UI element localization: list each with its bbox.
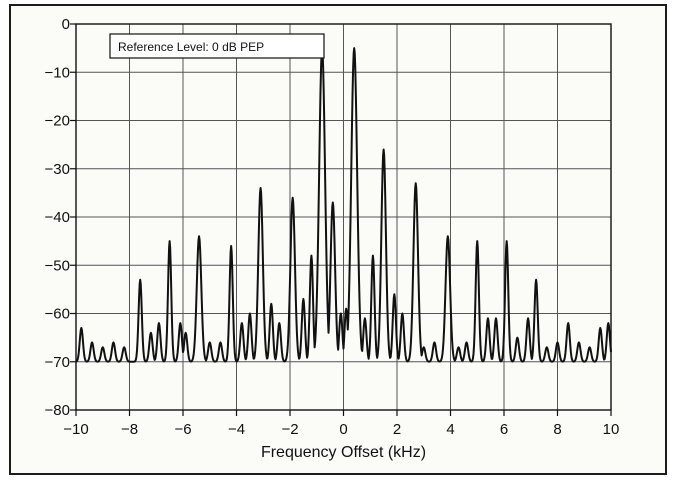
y-axis-ticks: 0 −10 −20 −30 −40 −50 −60 −70 −80 (45, 16, 76, 419)
x-tick-label: −6 (174, 421, 191, 438)
y-tick-label: −70 (45, 354, 70, 371)
y-tick-label: −80 (45, 402, 70, 419)
reference-level-label: Reference Level: 0 dB PEP (118, 40, 264, 54)
x-tick-label: −10 (63, 421, 88, 438)
y-tick-label: 0 (62, 16, 70, 33)
reference-level-box: Reference Level: 0 dB PEP (109, 33, 325, 59)
x-tick-label: 0 (339, 421, 347, 438)
y-tick-label: −50 (45, 257, 70, 274)
x-tick-label: 2 (393, 421, 401, 438)
x-axis-title: Frequency Offset (kHz) (261, 444, 426, 461)
x-tick-label: 6 (500, 421, 508, 438)
x-tick-label: −8 (121, 421, 138, 438)
y-tick-label: −60 (45, 306, 70, 323)
x-tick-label: 10 (603, 421, 620, 438)
x-axis-ticks: −10 −8 −6 −4 −2 0 2 4 6 8 10 (63, 410, 619, 438)
x-tick-label: 4 (446, 421, 454, 438)
x-tick-label: −4 (228, 421, 245, 438)
x-tick-label: 8 (553, 421, 561, 438)
y-tick-label: −30 (45, 161, 70, 178)
spectrum-trace (75, 47, 612, 363)
x-tick-label: −2 (281, 421, 298, 438)
y-tick-label: −40 (45, 209, 70, 226)
y-tick-label: −20 (45, 113, 70, 130)
y-tick-label: −10 (45, 64, 70, 81)
